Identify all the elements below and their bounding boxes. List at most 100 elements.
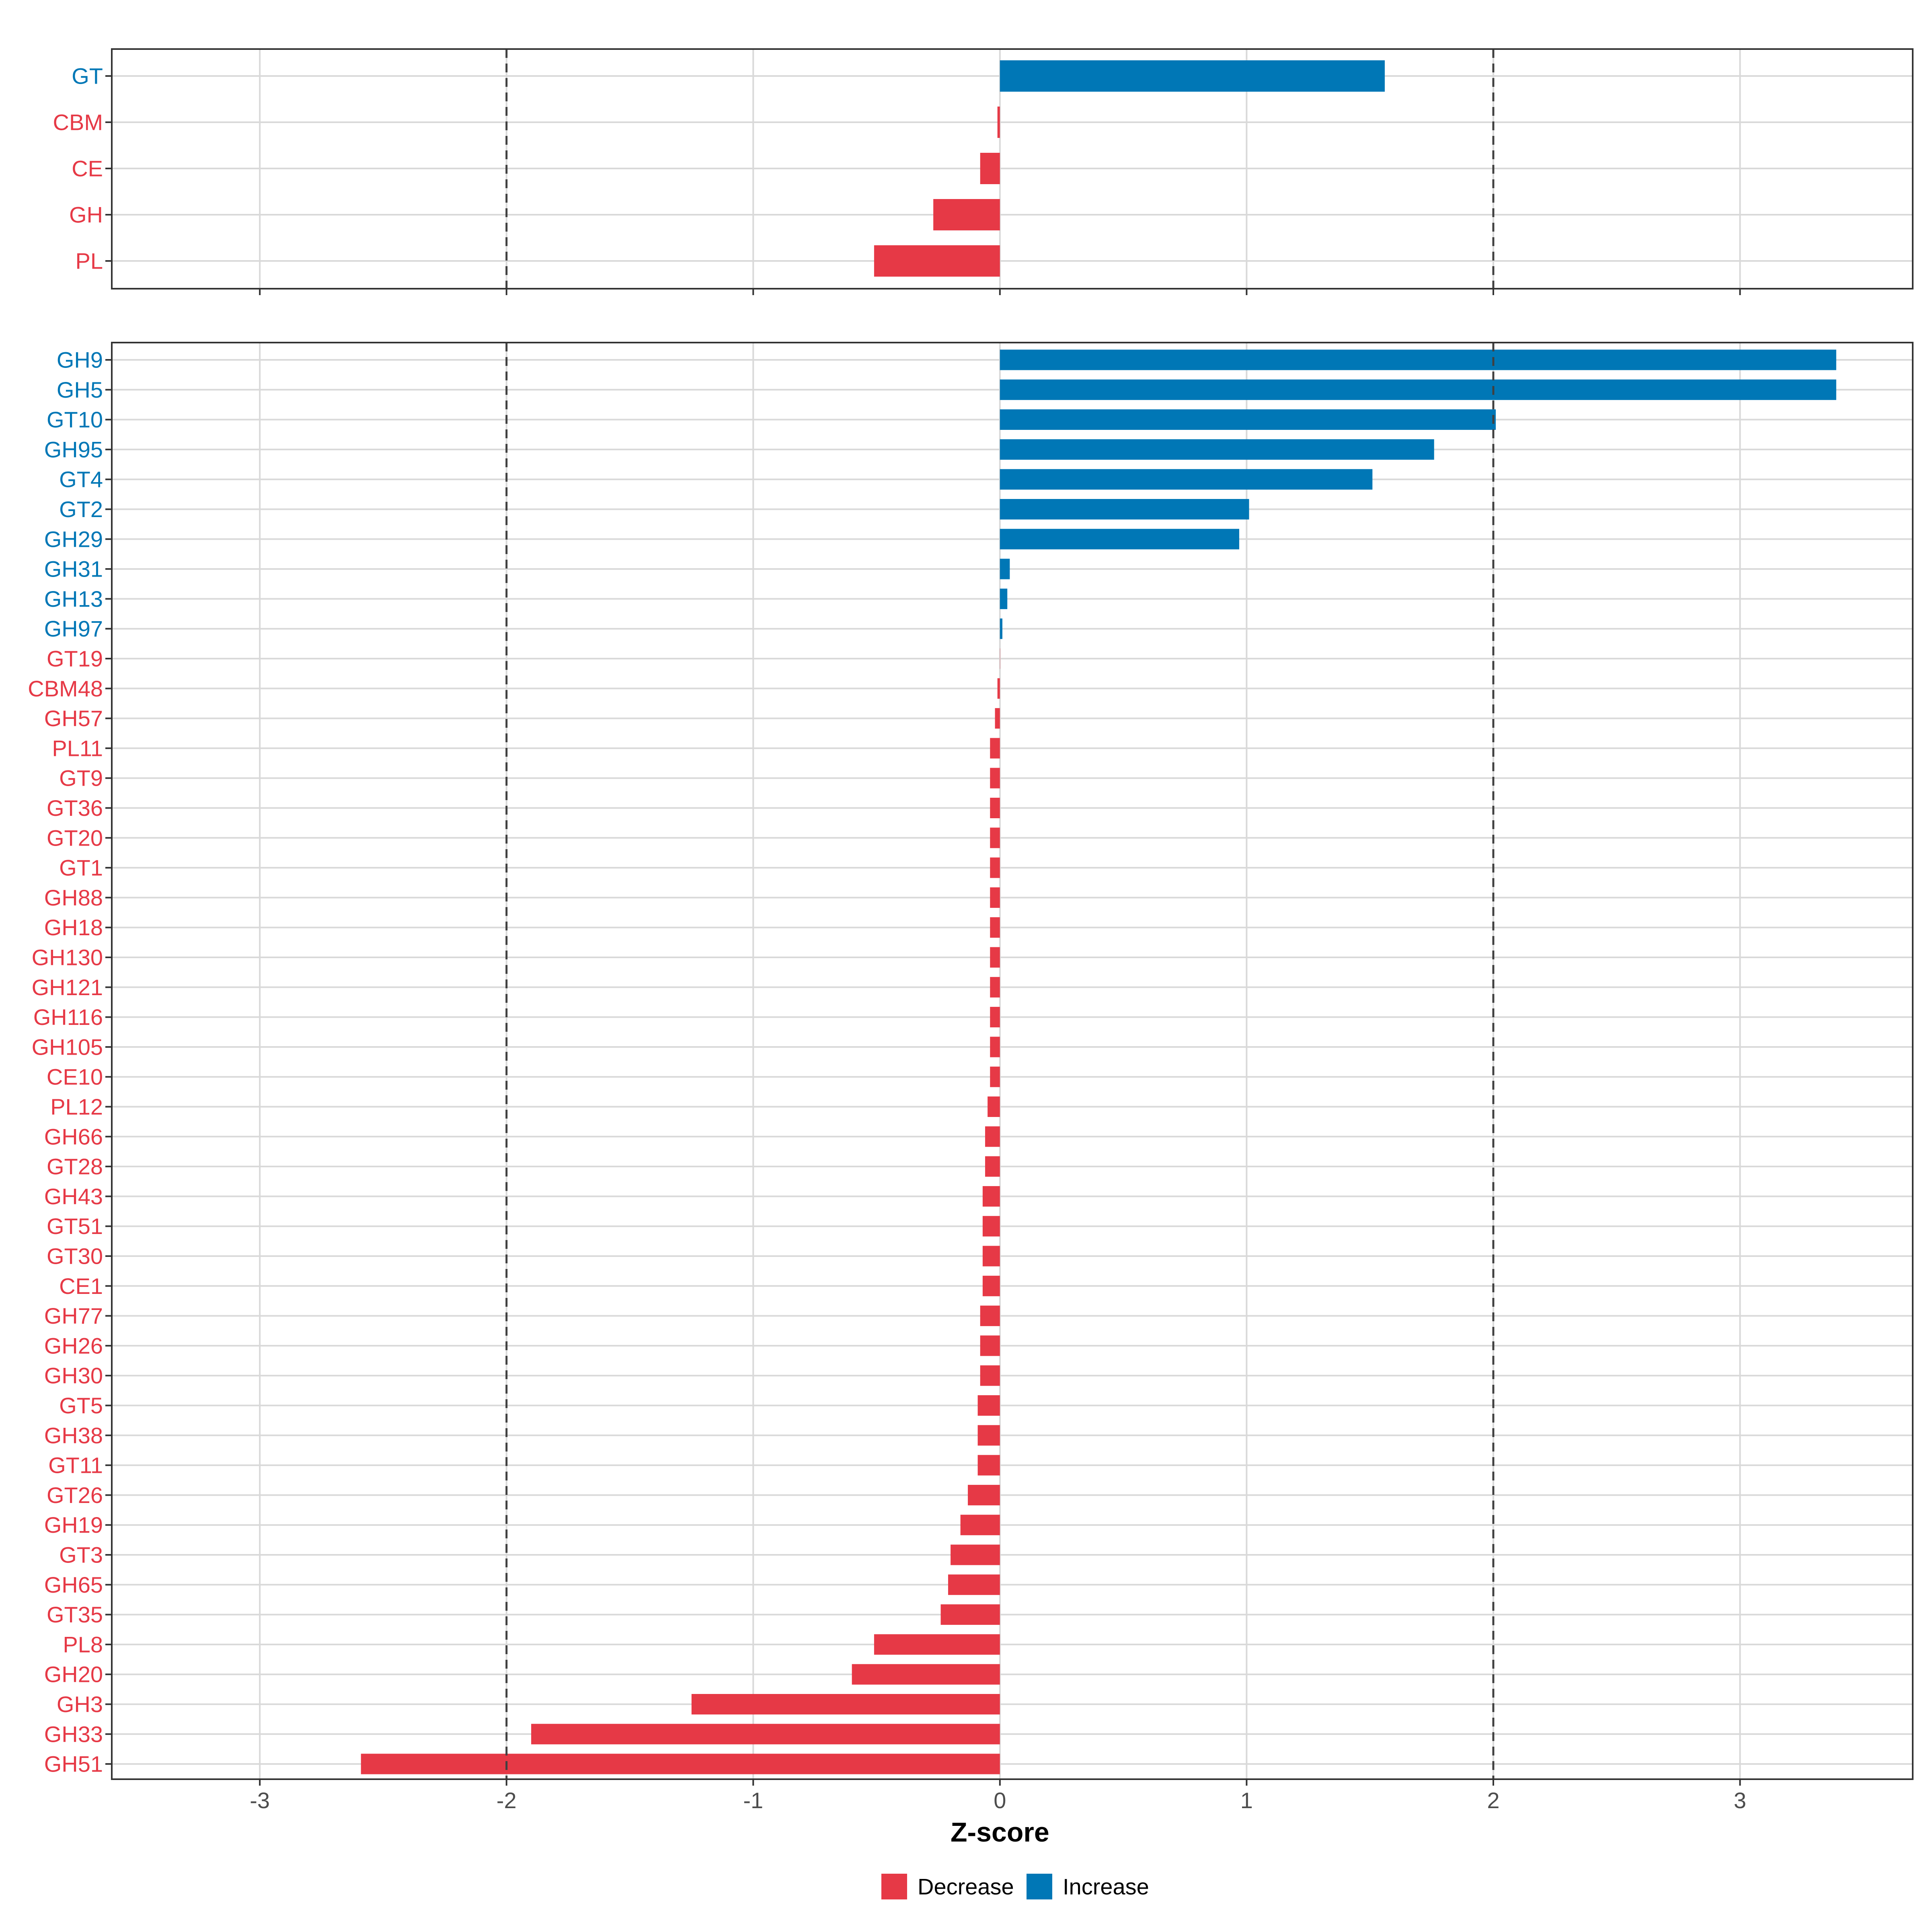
y-tick-label: GH33 xyxy=(44,1721,103,1747)
y-tick-label: GH31 xyxy=(44,556,103,582)
y-tick-label: GH51 xyxy=(44,1751,103,1777)
bar-gt28 xyxy=(985,1156,1000,1177)
class-panel: GT CBM CE GH PL xyxy=(53,48,1914,295)
bar-ce1 xyxy=(982,1275,1000,1296)
bar-gh65 xyxy=(948,1574,1000,1595)
legend-key-increase xyxy=(1027,1874,1052,1899)
bar-gt11 xyxy=(977,1455,1000,1476)
y-tick-label: GT1 xyxy=(59,855,103,881)
y-tick-label: GT26 xyxy=(47,1482,103,1508)
y-tick-label: CE xyxy=(72,156,103,181)
bar-gh77 xyxy=(980,1306,1000,1326)
y-tick-label: GH38 xyxy=(44,1423,103,1448)
bar-gh29 xyxy=(1000,529,1239,550)
y-tick-label: GH19 xyxy=(44,1512,103,1538)
x-tick-label: 2 xyxy=(1487,1788,1499,1813)
bar-gt36 xyxy=(990,798,1000,818)
x-tick-label: -2 xyxy=(497,1788,517,1813)
x-tick-label: -3 xyxy=(250,1788,270,1813)
y-tick-label: GH130 xyxy=(32,945,103,970)
y-tick-label: GT35 xyxy=(47,1602,103,1627)
y-tick-label: GT20 xyxy=(47,825,103,850)
y-tick-label: GH116 xyxy=(33,1004,103,1030)
bar-cbm xyxy=(997,107,1000,138)
bar-gt35 xyxy=(940,1604,1000,1625)
bar-pl12 xyxy=(988,1096,1000,1117)
y-tick-label: GH29 xyxy=(44,526,103,552)
bar-gt20 xyxy=(990,827,1000,848)
y-tick-label: GH77 xyxy=(44,1303,103,1328)
x-tick-label: -1 xyxy=(743,1788,763,1813)
y-tick-label: CE1 xyxy=(59,1273,103,1299)
y-tick-label: PL12 xyxy=(50,1094,103,1119)
y-tick-label: GT xyxy=(72,64,103,89)
bar-gh18 xyxy=(990,917,1000,938)
bar-gh19 xyxy=(960,1515,1000,1536)
y-tick-label: GH xyxy=(69,202,103,228)
legend: Decrease Increase xyxy=(881,1874,1149,1899)
y-tick-label: GT19 xyxy=(47,646,103,671)
y-tick-label: CBM48 xyxy=(28,676,103,701)
bar-gh57 xyxy=(995,708,1000,729)
bar-gh116 xyxy=(990,1007,1000,1028)
bar-gh3 xyxy=(691,1694,1000,1714)
y-tick-label: GT4 xyxy=(59,467,103,492)
family-panel-background xyxy=(112,343,1913,1779)
bar-gt1 xyxy=(990,857,1000,878)
y-tick-label: GH105 xyxy=(32,1034,103,1059)
bar-gh26 xyxy=(980,1335,1000,1356)
bar-gt10 xyxy=(1000,409,1496,430)
family-panel: GH9GH5GT10GH95GT4GT2GH29GH31GH13GH97GT19… xyxy=(28,342,1914,1848)
bar-gt26 xyxy=(968,1484,1000,1505)
x-tick-label: 1 xyxy=(1240,1788,1253,1813)
bar-gh66 xyxy=(985,1126,1000,1147)
y-tick-label: GT9 xyxy=(59,766,103,791)
bar-gh95 xyxy=(1000,439,1434,460)
y-tick-label: GH13 xyxy=(44,586,103,612)
bar-gt51 xyxy=(982,1216,1000,1237)
bar-cbm48 xyxy=(997,678,1000,699)
bar-gt4 xyxy=(1000,469,1373,490)
y-tick-label: GT36 xyxy=(47,795,103,821)
bar-gt3 xyxy=(951,1544,1000,1565)
y-tick-label: PL11 xyxy=(52,735,103,761)
x-tick-label: 0 xyxy=(994,1788,1006,1813)
family-panel-border xyxy=(111,342,1914,1780)
y-tick-label: GH88 xyxy=(44,885,103,910)
bar-gt xyxy=(1000,60,1385,92)
y-tick-label: GT3 xyxy=(59,1542,103,1568)
y-tick-label: GH26 xyxy=(44,1333,103,1358)
bar-gt5 xyxy=(977,1395,1000,1416)
bar-gh33 xyxy=(531,1724,1000,1745)
bar-gh30 xyxy=(980,1365,1000,1386)
bar-gh xyxy=(933,199,1000,230)
bar-gh5 xyxy=(1000,379,1836,400)
bar-gh97 xyxy=(1000,618,1002,639)
x-axis-title: Z-score xyxy=(951,1817,1049,1848)
y-tick-label: GT10 xyxy=(47,407,103,432)
y-tick-label: GT28 xyxy=(47,1154,103,1179)
bar-ce10 xyxy=(990,1066,1000,1087)
bar-gt2 xyxy=(1000,499,1249,519)
y-tick-label: GH65 xyxy=(44,1572,103,1597)
bar-gh13 xyxy=(1000,588,1008,609)
y-tick-label: GH95 xyxy=(44,437,103,462)
bar-gt9 xyxy=(990,768,1000,788)
y-tick-label: PL xyxy=(76,248,103,274)
y-tick-label: GH97 xyxy=(44,616,103,641)
y-tick-label: GT2 xyxy=(59,497,103,522)
legend-label-increase: Increase xyxy=(1063,1874,1149,1899)
bar-gh31 xyxy=(1000,558,1010,579)
y-tick-label: GT11 xyxy=(48,1453,103,1478)
y-tick-label: PL8 xyxy=(63,1632,103,1657)
y-tick-label: GH43 xyxy=(44,1184,103,1209)
y-tick-label: GH5 xyxy=(57,377,103,402)
bar-gh43 xyxy=(982,1186,1000,1207)
bar-gh51 xyxy=(361,1753,1000,1774)
bar-gh38 xyxy=(977,1425,1000,1446)
y-tick-label: GH3 xyxy=(57,1692,103,1717)
bar-pl8 xyxy=(874,1634,1000,1655)
bar-gh88 xyxy=(990,887,1000,908)
